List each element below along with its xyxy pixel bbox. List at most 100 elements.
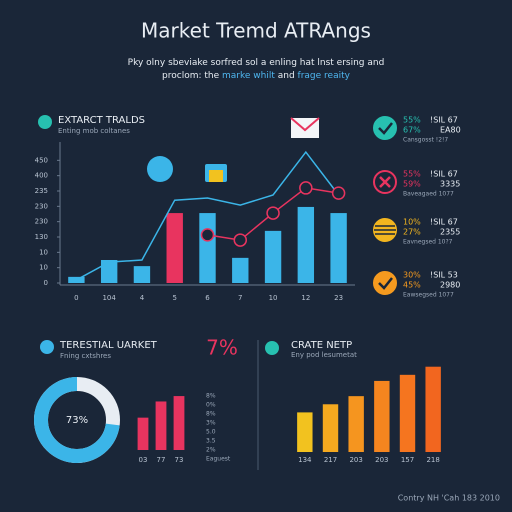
x-tick-label: 157 (401, 456, 414, 464)
donut-label: 73% (66, 415, 88, 426)
x-tick-label: 4 (140, 294, 145, 302)
bar (133, 266, 151, 283)
stat-value: !SIL 53 (430, 271, 458, 280)
status-glyph (374, 225, 396, 235)
x-tick-label: 203 (349, 456, 362, 464)
stat-note: Baveagaed 1077 (403, 191, 454, 198)
bar (264, 230, 282, 283)
title: Market Tremd ATRAngs (141, 19, 371, 43)
bar (166, 213, 183, 283)
bar (199, 213, 216, 283)
bar (232, 257, 249, 283)
y-tick-label: 10 (39, 264, 48, 272)
x-tick-label: 73 (175, 456, 184, 464)
line-marker (299, 181, 313, 195)
x-tick-label: 104 (102, 294, 116, 302)
bird-icon (147, 156, 173, 182)
panel-subtitle: Enting mob coltanes (58, 127, 130, 135)
y-tick-label: 10 (39, 248, 48, 256)
subtitle-part: marke whilt (222, 71, 275, 81)
x-tick-label: 6 (205, 294, 210, 302)
status-icon (373, 116, 397, 140)
bar (68, 276, 85, 283)
stat-note: Cansgosst !2!7 (403, 137, 448, 144)
status-glyph (378, 277, 393, 290)
line-marker (331, 186, 346, 200)
folder-icon (209, 170, 223, 182)
icon (38, 115, 52, 129)
status-icon (373, 170, 397, 194)
footer: Contry NH 'Cah 183 2010 (398, 494, 500, 503)
stat-pct: 10% (403, 218, 421, 227)
bar (297, 206, 315, 283)
y-tick-label: 450 (35, 156, 48, 164)
line-marker (200, 228, 215, 242)
y-tick-label: 230 (35, 202, 48, 210)
donut-arc (34, 377, 120, 463)
subtitle: Pky olny sbeviake sorfred sol a enling h… (128, 58, 385, 68)
x-tick-label: 0 (74, 294, 78, 302)
stat-pct: 55% (403, 170, 421, 179)
x-tick-label: 03 (139, 456, 148, 464)
x-tick-label: 203 (375, 456, 388, 464)
subtitle-part: Pky olny sbeviake sorfred sol a enling h… (128, 58, 385, 68)
stat-value: 2355 (440, 228, 460, 237)
line-marker (266, 206, 280, 220)
line-marker (233, 233, 248, 247)
bar (173, 396, 185, 450)
stat-value: !SIL 67 (430, 170, 458, 179)
y-tick-label: 130 (35, 233, 48, 241)
stat-value: !SIL 67 (430, 116, 458, 125)
side-label: 8% (206, 393, 216, 400)
stat-note: Eawsegsed 1077 (403, 292, 454, 299)
side-label: 5.0 (206, 429, 216, 436)
x-tick-label: 23 (334, 294, 343, 302)
y-tick-label: 235 (35, 187, 48, 195)
mail-icon (290, 117, 320, 132)
bar (155, 401, 167, 450)
side-label: 2% (206, 447, 216, 454)
stat-pct: 67% (403, 126, 421, 135)
bar (374, 380, 390, 452)
x-tick-label: 7 (238, 294, 242, 302)
x-tick-label: 5 (172, 294, 176, 302)
side-label: 0% (206, 402, 216, 409)
stat-value: 3335 (440, 180, 460, 189)
status-glyph (379, 176, 391, 188)
subtitle-part: proclom: the (162, 71, 222, 81)
bar (297, 412, 313, 452)
icon (40, 340, 54, 354)
x-tick-label: 12 (301, 294, 310, 302)
side-label: 3.5 (206, 438, 216, 445)
stat-note: Eavnegsed 10?7 (403, 239, 453, 246)
stat-value: EA80 (440, 126, 461, 135)
y-tick-label: 230 (35, 218, 48, 226)
bar (137, 417, 149, 450)
panel-subtitle: Eny pod lesumetat (291, 351, 357, 359)
status-glyph (378, 122, 393, 135)
panel-title: CRATE NETP (291, 340, 352, 351)
highlight: 7% (206, 336, 238, 360)
x-tick-label: 218 (426, 456, 439, 464)
subtitle-part: and (275, 71, 298, 81)
x-tick-label: 10 (269, 294, 278, 302)
stat-pct: 55% (403, 116, 421, 125)
bar (399, 374, 416, 452)
x-tick-label: 77 (157, 456, 166, 464)
panel-title: EXTARCT TRALDS (58, 115, 145, 126)
stat-pct: 27% (403, 228, 421, 237)
y-tick-label: 0 (44, 279, 48, 287)
status-icon (373, 271, 397, 295)
icon (265, 341, 279, 355)
x-tick-label: 217 (324, 456, 337, 464)
stat-value: 2980 (440, 281, 460, 290)
panel-subtitle: Fning cxtshres (60, 352, 111, 360)
side-label: 8% (206, 411, 216, 418)
bar (425, 366, 441, 452)
stat-pct: 30% (403, 271, 421, 280)
panel-title: TERESTIAL UARKET (59, 340, 158, 351)
y-tick-label: 400 (35, 172, 48, 180)
bar (100, 260, 118, 283)
x-tick-label: 134 (298, 456, 312, 464)
